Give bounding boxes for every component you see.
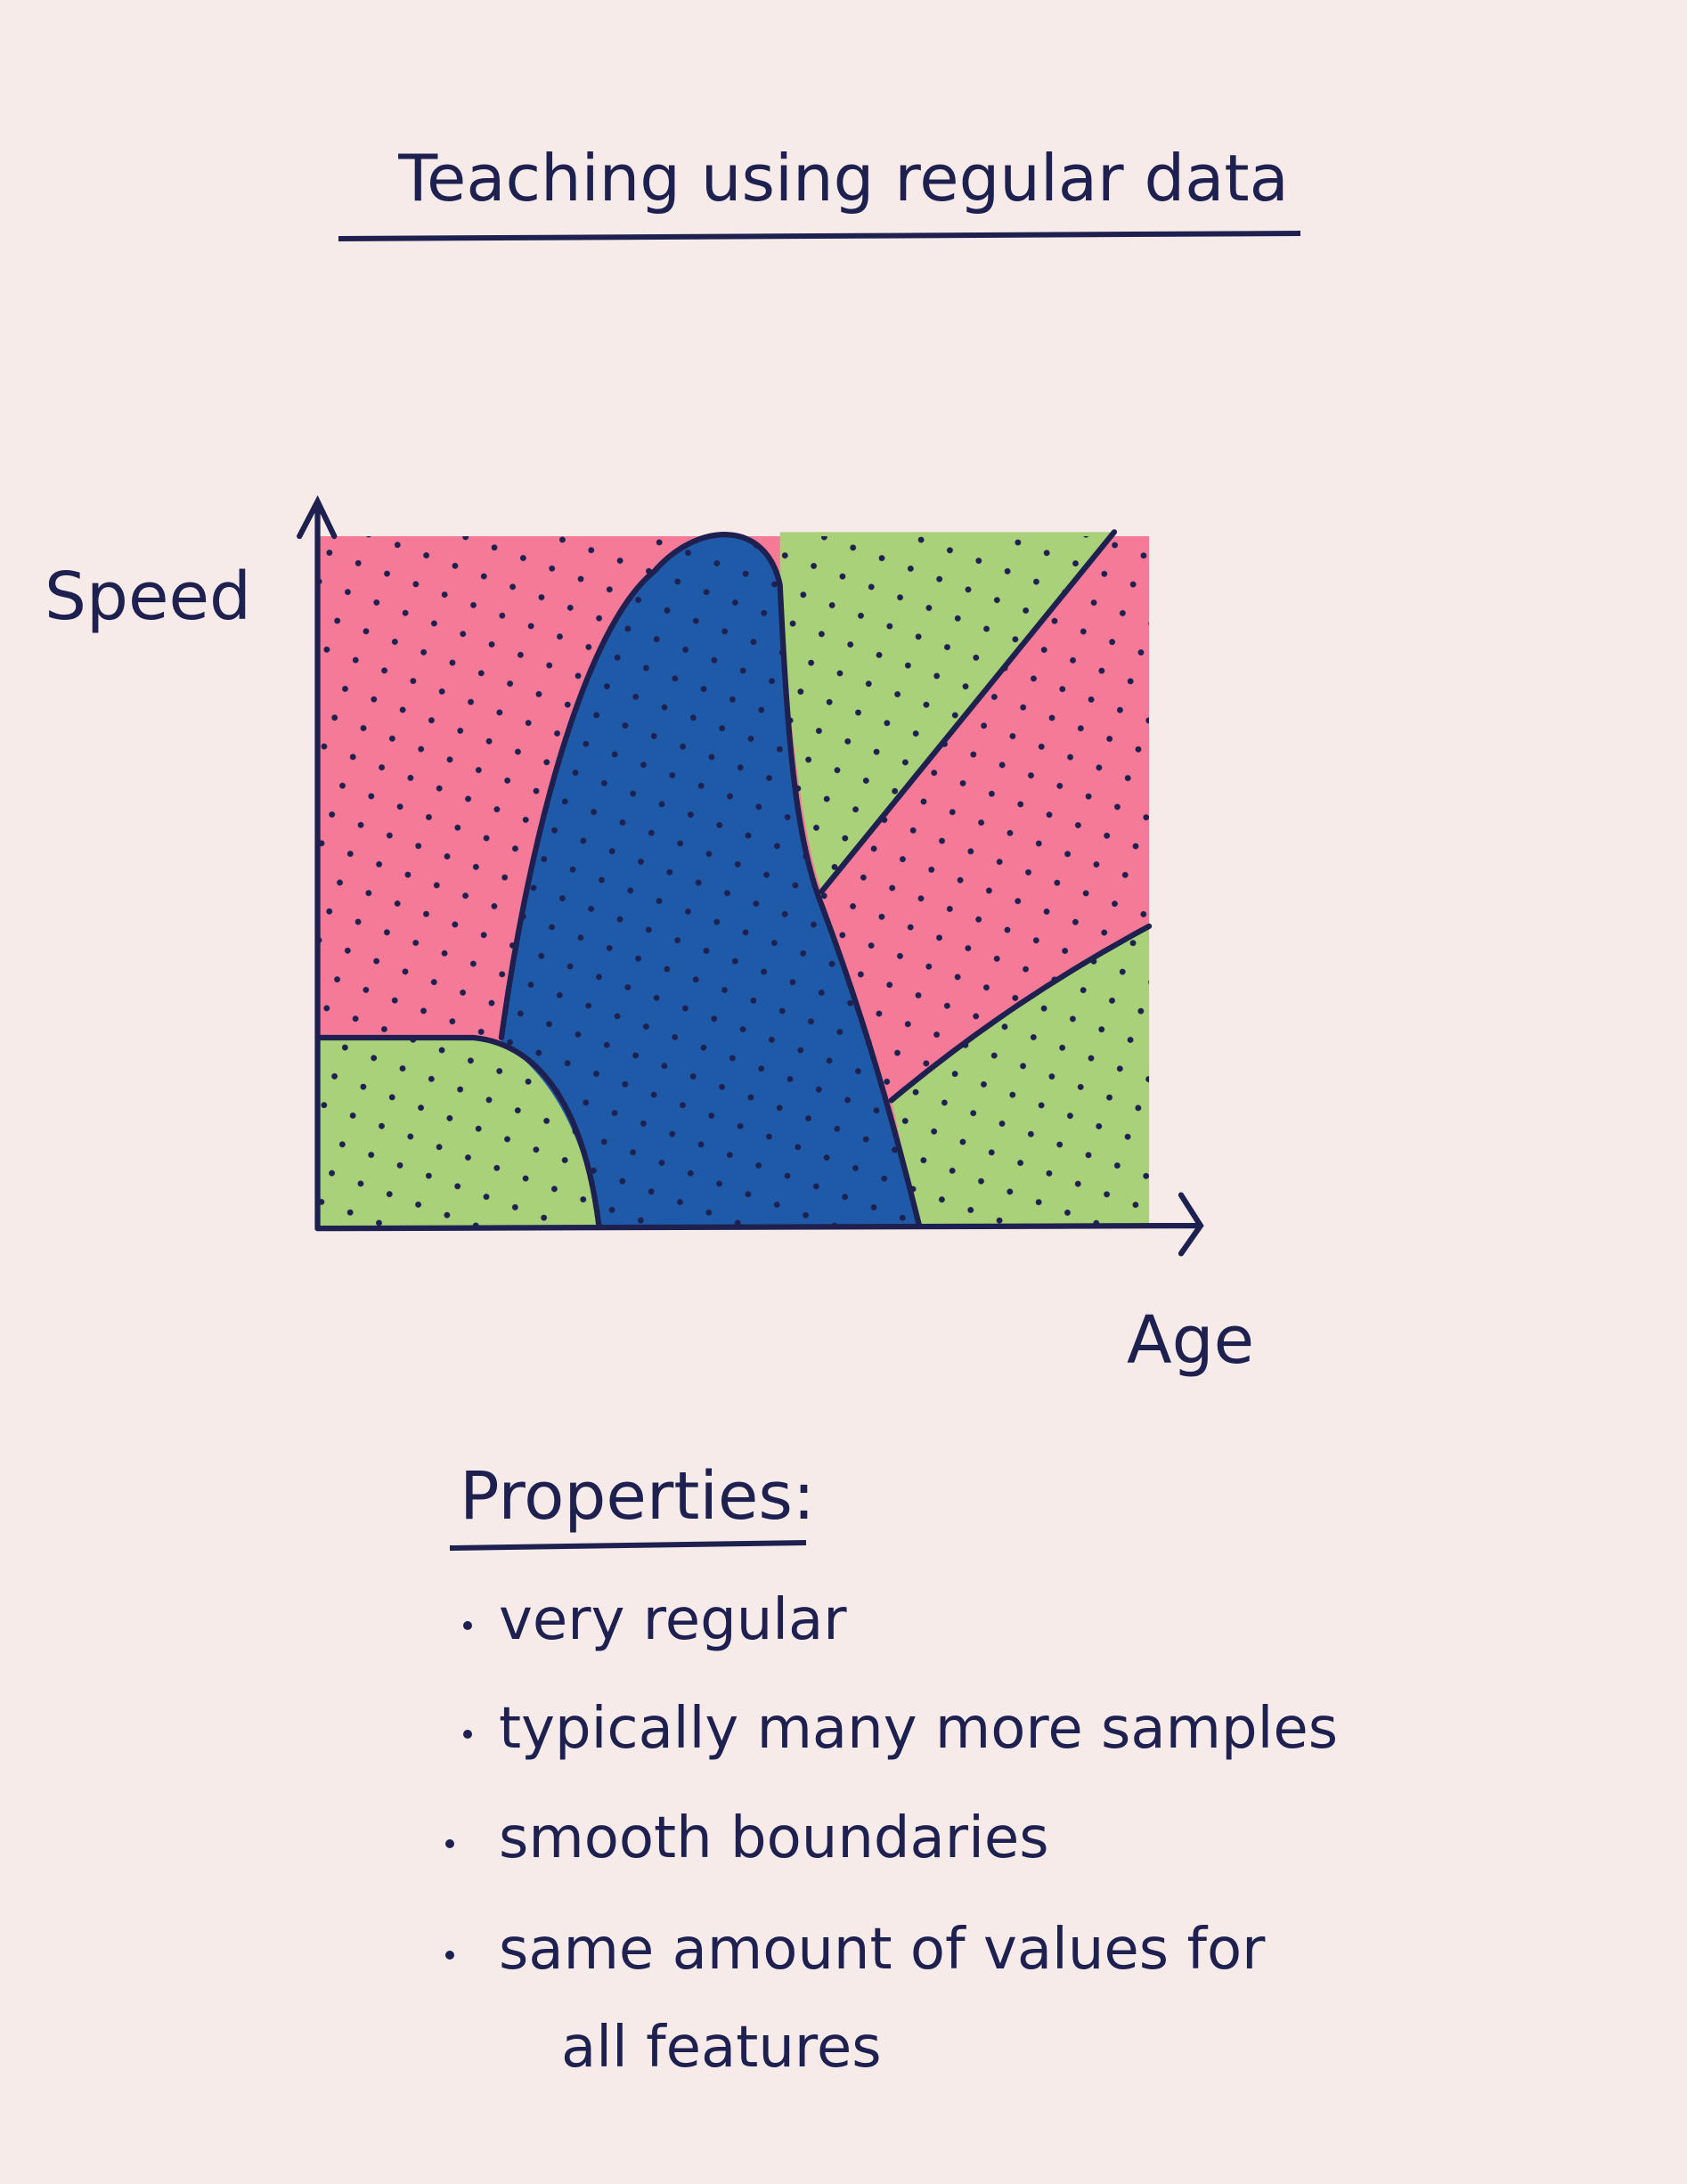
properties-heading: Properties: [460, 1458, 815, 1535]
property-item: smooth boundaries [499, 1805, 1049, 1871]
property-item: very regular [499, 1587, 847, 1653]
property-item: typically many more samples [499, 1696, 1338, 1762]
x-axis-label: Age [1127, 1302, 1254, 1379]
y-axis-label: Speed [45, 558, 251, 635]
samples [317, 536, 1150, 1226]
x-axis [314, 1192, 1204, 1257]
bullet [445, 1839, 454, 1848]
bullet [463, 1730, 472, 1739]
y-axis [297, 494, 338, 1232]
property-item: all features [561, 2015, 882, 2081]
title-underline [338, 231, 1301, 241]
bullet [463, 1621, 472, 1630]
boundary [819, 529, 1118, 894]
title: Teaching using regular data [397, 141, 1288, 216]
bullet [445, 1951, 454, 1960]
boundary [314, 1034, 602, 1229]
property-item: same amount of values for [499, 1917, 1266, 1983]
boundary [888, 923, 1153, 1104]
diagram [297, 494, 1204, 1257]
boundary [498, 532, 923, 1229]
heading-underline [449, 1540, 807, 1551]
